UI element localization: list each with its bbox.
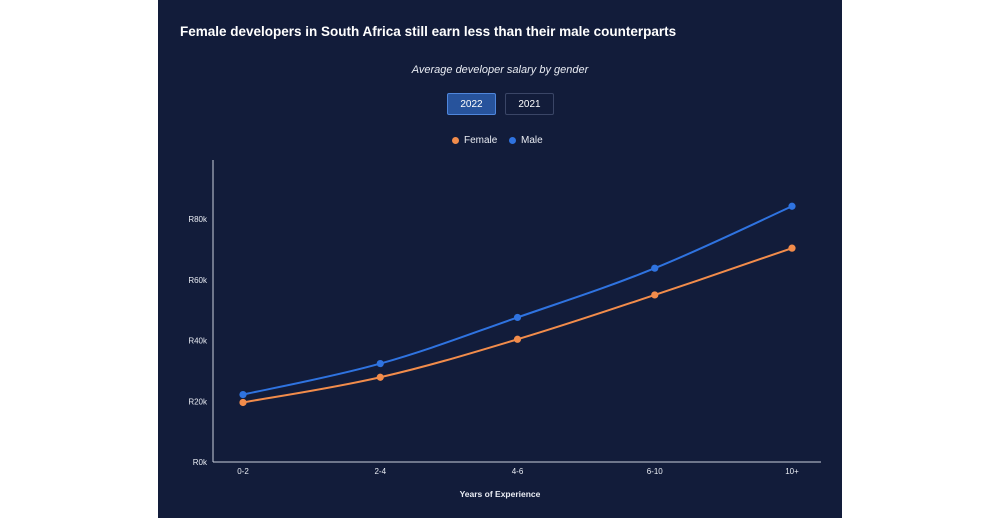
y-tick-label: R60k [188, 276, 208, 285]
year-tab-2022[interactable]: 2022 [447, 93, 496, 115]
data-point-female [239, 398, 247, 407]
x-tick-label: 6-10 [647, 467, 664, 476]
x-tick-label: 10+ [785, 467, 799, 476]
series-line-male [242, 205, 793, 396]
x-axis-title: Years of Experience [460, 489, 541, 499]
chart-title: Female developers in South Africa still … [180, 24, 677, 39]
x-tick-label: 2-4 [374, 467, 386, 476]
legend-label-male: Male [521, 135, 543, 146]
data-point-female [788, 244, 796, 252]
year-tab-2021[interactable]: 2021 [505, 93, 554, 115]
data-point-male [651, 264, 659, 272]
data-point-female [376, 373, 384, 381]
y-tick-label: R20k [188, 397, 208, 406]
x-tick-label: 4-6 [512, 467, 524, 476]
legend-label-female: Female [464, 135, 498, 146]
y-tick-label: R0k [193, 458, 208, 467]
data-point-male [788, 202, 796, 210]
x-tick-label: 0-2 [237, 467, 249, 476]
chart-card [158, 0, 842, 518]
data-point-male [513, 313, 522, 322]
series-layer [239, 202, 796, 407]
legend-dot-female [452, 137, 459, 144]
data-point-female [513, 335, 522, 343]
data-point-female [651, 291, 659, 299]
chart-axes: R0k R20k R40k R60k R80k 0-2 2-4 4-6 6-10 10+ [188, 160, 821, 476]
chart-subtitle: Average developer salary by gender [411, 64, 589, 76]
legend-item-male[interactable]: Male [509, 135, 543, 146]
series-line-female [242, 247, 793, 404]
legend-item-female[interactable]: Female [452, 135, 497, 146]
y-tick-label: R80k [188, 215, 208, 224]
y-tick-label: R40k [188, 337, 208, 346]
line-chart: R0k R20k R40k R60k R80k 0-2 2-4 4-6 6-10 10+ Year… [188, 160, 821, 499]
legend-dot-male [509, 137, 516, 144]
data-point-male [376, 359, 384, 368]
data-point-male [239, 390, 247, 399]
